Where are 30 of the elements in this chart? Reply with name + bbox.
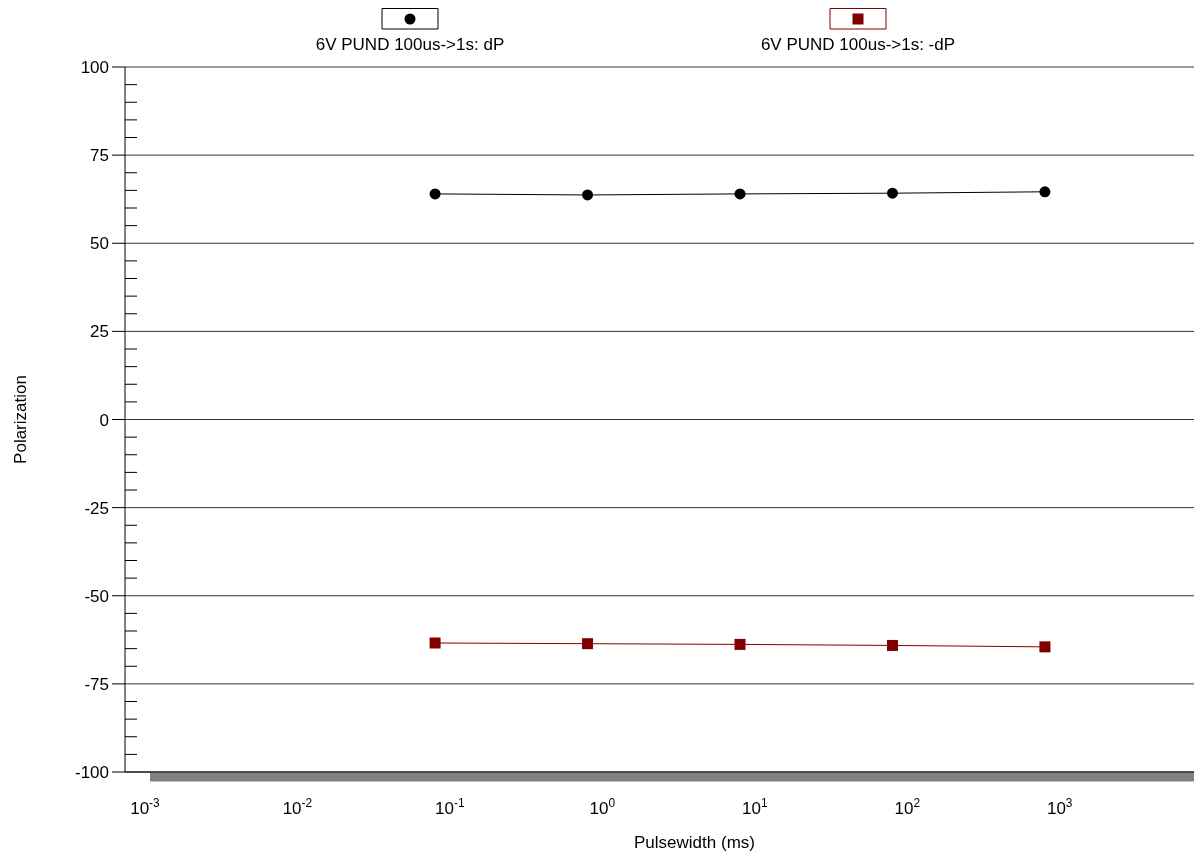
x-tick-label: 10$^{2}$	[894, 796, 921, 818]
y-tick-label: 100	[80, 58, 109, 77]
y-tick-label: 50	[90, 234, 109, 254]
legend-label: 6V PUND 100us->1s: -dP	[760, 35, 956, 54]
x-tick-label: 10$^{1}$	[742, 796, 768, 818]
point	[429, 188, 441, 200]
legend-label: 6V PUND 100us->1s: dP	[315, 35, 505, 54]
y-tick-label: -50	[84, 586, 109, 606]
y-tick-label: -75	[84, 674, 109, 694]
x-tick-label: 10$^{-1}$	[435, 796, 465, 818]
y-tick-label: -25	[84, 498, 109, 518]
y-tick-label: 0	[99, 410, 109, 430]
point	[1039, 641, 1051, 653]
point	[886, 187, 898, 199]
point	[582, 189, 594, 201]
x-tick-label: 10$^{0}$	[589, 796, 616, 818]
x-tick-label: 10$^{3}$	[1046, 796, 1073, 818]
x-tick-label: 10$^{-3}$	[130, 796, 161, 818]
y-tick-label: 75	[90, 146, 109, 166]
point	[1039, 186, 1051, 198]
point	[429, 637, 441, 649]
y-axis-title: Polarization	[11, 375, 30, 464]
point	[734, 188, 746, 200]
x-tick-label: 10$^{-2}$	[282, 796, 313, 818]
x-axis-title: Pulsewidth (ms)	[634, 833, 755, 852]
point	[734, 638, 746, 650]
y-tick-label: -100	[74, 763, 109, 782]
point	[582, 638, 594, 650]
point	[886, 639, 898, 651]
y-tick-label: 25	[90, 322, 109, 342]
